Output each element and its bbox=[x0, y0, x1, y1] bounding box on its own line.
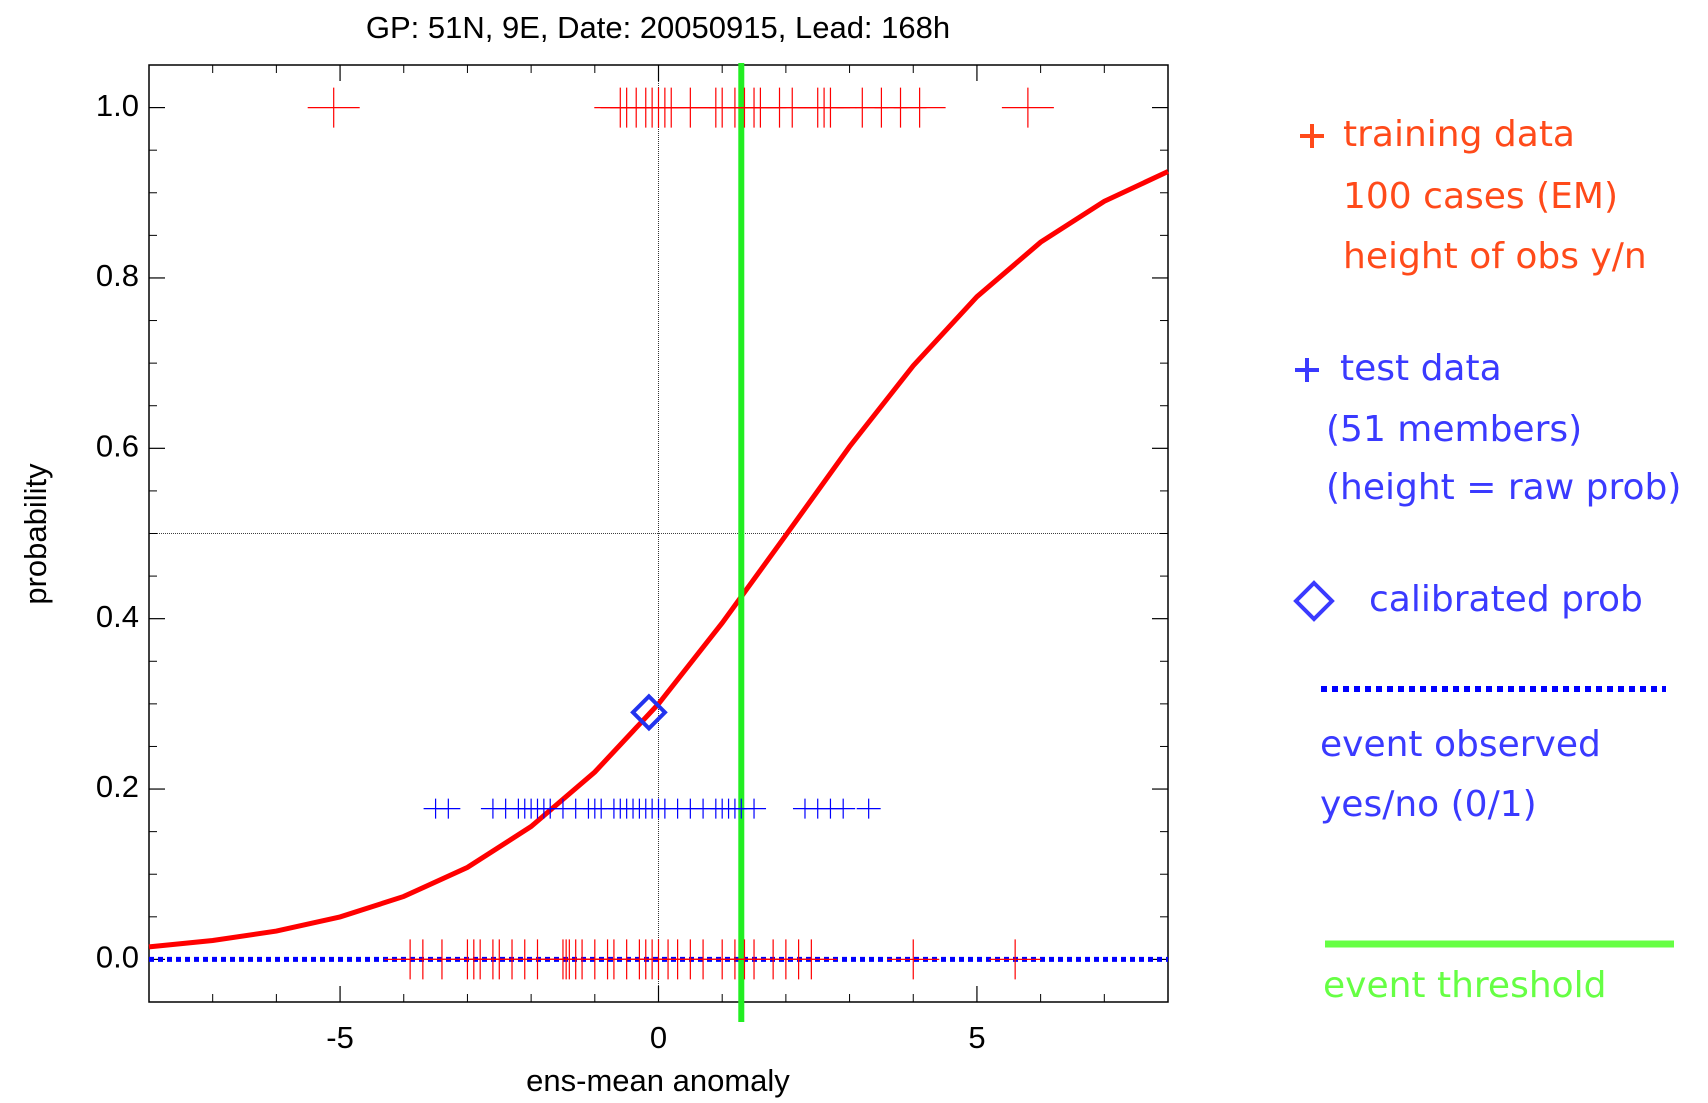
legend-label: height of obs y/n bbox=[1343, 236, 1647, 277]
cross bbox=[831, 798, 856, 819]
legend-label: 100 cases (EM) bbox=[1343, 176, 1618, 217]
legend-label: test data bbox=[1340, 348, 1502, 389]
cross bbox=[856, 798, 881, 819]
cross bbox=[436, 798, 461, 819]
legend-label: training data bbox=[1343, 114, 1575, 155]
cross bbox=[307, 87, 360, 128]
legend-label: calibrated prob bbox=[1369, 579, 1643, 620]
cross bbox=[1001, 87, 1054, 128]
legend-symbol bbox=[1293, 580, 1335, 622]
y-tick-label: 1.0 bbox=[96, 88, 139, 123]
legend-symbol bbox=[1300, 124, 1324, 148]
cross bbox=[893, 87, 946, 128]
y-tick-label: 0.2 bbox=[96, 769, 139, 804]
cross bbox=[785, 939, 838, 980]
legend-label: event threshold bbox=[1323, 965, 1607, 1006]
cross bbox=[742, 798, 767, 819]
legend-label: (51 members) bbox=[1326, 409, 1582, 450]
y-tick-label: 0.0 bbox=[96, 940, 139, 975]
cross bbox=[887, 939, 940, 980]
x-tick-label: 0 bbox=[650, 1020, 667, 1055]
y-tick-label: 0.8 bbox=[96, 258, 139, 293]
diamond bbox=[630, 693, 668, 732]
chart-title: GP: 51N, 9E, Date: 20050915, Lead: 168h bbox=[366, 10, 950, 45]
cross bbox=[989, 939, 1042, 980]
x-axis-label: ens-mean anomaly bbox=[526, 1063, 790, 1098]
legend-symbol bbox=[1295, 358, 1319, 382]
y-tick-label: 0.6 bbox=[96, 429, 139, 464]
legend-label: (height = raw prob) bbox=[1326, 467, 1681, 508]
y-tick-label: 0.4 bbox=[96, 599, 139, 634]
legend-label: event observed bbox=[1320, 724, 1601, 765]
x-tick-label: 5 bbox=[968, 1020, 985, 1055]
legend-label: yes/no (0/1) bbox=[1320, 784, 1537, 825]
y-axis-label: probability bbox=[18, 463, 53, 605]
x-tick-label: -5 bbox=[326, 1020, 354, 1055]
